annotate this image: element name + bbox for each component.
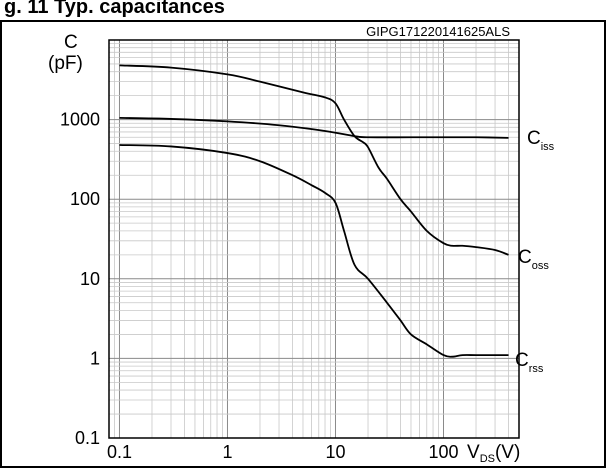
figure-frame [0, 20, 606, 468]
series-label-coss: Coss [518, 247, 549, 272]
chart-title: g. 11 Typ. capacitances [4, 0, 225, 18]
tick-labels: 0.1 1 10 100 0.1 1 10 100 1000 [60, 110, 459, 462]
series-label-crss-sub: rss [529, 363, 544, 375]
series-label-coss-sub: oss [532, 260, 550, 272]
y-tick-label: 0.1 [75, 428, 100, 448]
chart-code: GIPG171220141625ALS [366, 24, 510, 39]
y-tick-label: 1 [90, 348, 100, 368]
x-tick-label: 0.1 [107, 442, 132, 462]
series-label-crss: Crss [515, 350, 544, 375]
plot-border [108, 39, 520, 439]
grid-lines [109, 40, 519, 438]
series-line-coss [119, 64, 509, 256]
y-tick-label: 10 [80, 269, 100, 289]
series-line-crss [119, 144, 509, 358]
series-label-ciss-main: C [527, 128, 541, 149]
x-axis-label-sub: DS [480, 453, 495, 465]
series-label-coss-main: C [518, 247, 532, 268]
series-label-ciss: Ciss [527, 128, 555, 153]
series-layer [119, 64, 509, 358]
series-line-ciss [119, 117, 509, 139]
y-axis-label-unit: (pF) [48, 53, 83, 74]
x-tick-label: 100 [428, 442, 458, 462]
x-axis-label: VDS(V) [467, 442, 520, 465]
y-tick-label: 100 [70, 189, 100, 209]
series-label-crss-main: C [515, 350, 529, 371]
x-axis-label-main: V [467, 442, 480, 463]
x-tick-label: 1 [222, 442, 232, 462]
y-axis-label-symbol: C [64, 32, 78, 53]
x-axis-label-unit: (V) [495, 442, 520, 463]
series-label-ciss-sub: iss [541, 141, 555, 153]
x-tick-label: 10 [325, 442, 345, 462]
y-tick-label: 1000 [60, 110, 100, 130]
